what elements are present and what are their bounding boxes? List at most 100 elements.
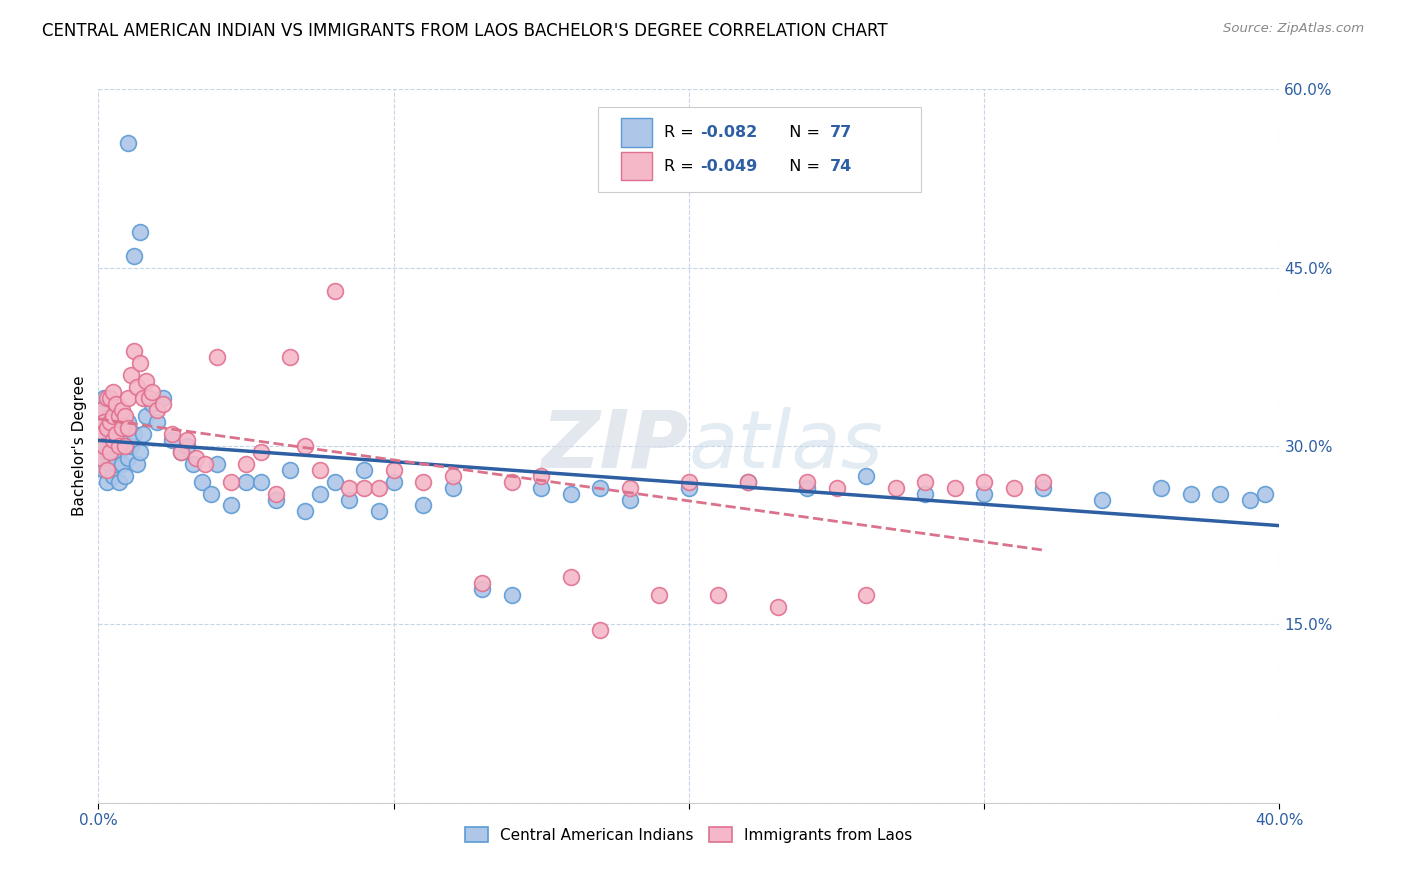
- Point: [353, 481, 375, 495]
- Point: [146, 415, 169, 429]
- Text: Source: ZipAtlas.com: Source: ZipAtlas.com: [1223, 22, 1364, 36]
- Point: [117, 392, 139, 406]
- Point: [170, 445, 193, 459]
- Point: [98, 392, 121, 406]
- Point: [205, 350, 228, 364]
- Point: [125, 379, 148, 393]
- Point: [105, 397, 128, 411]
- Point: [90, 403, 112, 417]
- Point: [111, 421, 134, 435]
- Point: [105, 427, 128, 442]
- Point: [678, 481, 700, 495]
- Point: [96, 463, 118, 477]
- Point: [93, 439, 115, 453]
- Point: [98, 457, 121, 471]
- Point: [103, 385, 125, 400]
- Point: [96, 421, 118, 435]
- Point: [122, 343, 145, 358]
- Point: [132, 392, 155, 406]
- Text: ZIP: ZIP: [541, 407, 689, 485]
- Point: [221, 499, 243, 513]
- Text: CENTRAL AMERICAN INDIAN VS IMMIGRANTS FROM LAOS BACHELOR'S DEGREE CORRELATION CH: CENTRAL AMERICAN INDIAN VS IMMIGRANTS FR…: [42, 22, 887, 40]
- Point: [90, 403, 112, 417]
- Point: [162, 433, 183, 447]
- Text: N =: N =: [779, 159, 825, 174]
- Point: [1209, 486, 1232, 500]
- Point: [855, 468, 877, 483]
- Point: [1002, 481, 1025, 495]
- Point: [117, 415, 139, 429]
- Point: [184, 450, 207, 465]
- Point: [1032, 475, 1054, 489]
- Point: [412, 499, 434, 513]
- Point: [412, 475, 434, 489]
- Point: [619, 481, 641, 495]
- Point: [103, 421, 125, 435]
- Point: [181, 457, 204, 471]
- Point: [309, 486, 332, 500]
- Point: [152, 392, 174, 406]
- Point: [146, 403, 169, 417]
- Point: [471, 575, 494, 590]
- Point: [441, 468, 464, 483]
- Point: [205, 457, 228, 471]
- Point: [103, 409, 125, 424]
- Point: [1150, 481, 1173, 495]
- Point: [884, 481, 907, 495]
- Point: [105, 457, 128, 471]
- Point: [125, 457, 148, 471]
- Point: [98, 433, 121, 447]
- Point: [103, 433, 125, 447]
- Point: [122, 427, 145, 442]
- Point: [294, 504, 316, 518]
- Point: [648, 588, 671, 602]
- Text: 74: 74: [830, 159, 852, 174]
- Point: [339, 481, 361, 495]
- Text: -0.082: -0.082: [700, 125, 758, 140]
- Point: [128, 356, 150, 370]
- Point: [135, 409, 157, 424]
- Point: [323, 285, 346, 299]
- Point: [108, 439, 131, 453]
- Point: [973, 475, 995, 489]
- Point: [973, 486, 995, 500]
- Point: [914, 475, 936, 489]
- Point: [138, 392, 160, 406]
- Point: [221, 475, 243, 489]
- Point: [108, 445, 131, 459]
- Point: [117, 450, 139, 465]
- Point: [796, 475, 818, 489]
- Text: R =: R =: [664, 125, 699, 140]
- Point: [368, 481, 391, 495]
- Point: [339, 492, 361, 507]
- Point: [111, 403, 134, 417]
- Point: [98, 409, 121, 424]
- Point: [96, 421, 118, 435]
- Point: [825, 481, 848, 495]
- Point: [1254, 486, 1277, 500]
- Point: [111, 457, 134, 471]
- Point: [250, 445, 273, 459]
- Point: [96, 392, 118, 406]
- Point: [111, 433, 134, 447]
- Point: [353, 463, 375, 477]
- Point: [501, 588, 523, 602]
- Point: [128, 445, 150, 459]
- Text: R =: R =: [664, 159, 699, 174]
- Point: [1091, 492, 1114, 507]
- Point: [530, 468, 553, 483]
- Point: [141, 397, 163, 411]
- Point: [264, 486, 287, 500]
- Point: [1239, 492, 1261, 507]
- Point: [114, 409, 136, 424]
- Point: [530, 481, 553, 495]
- Point: [280, 350, 302, 364]
- Text: 77: 77: [830, 125, 852, 140]
- Point: [943, 481, 966, 495]
- Point: [114, 439, 136, 453]
- Point: [501, 475, 523, 489]
- Point: [93, 439, 115, 453]
- Point: [560, 486, 582, 500]
- Point: [264, 492, 287, 507]
- Point: [108, 475, 131, 489]
